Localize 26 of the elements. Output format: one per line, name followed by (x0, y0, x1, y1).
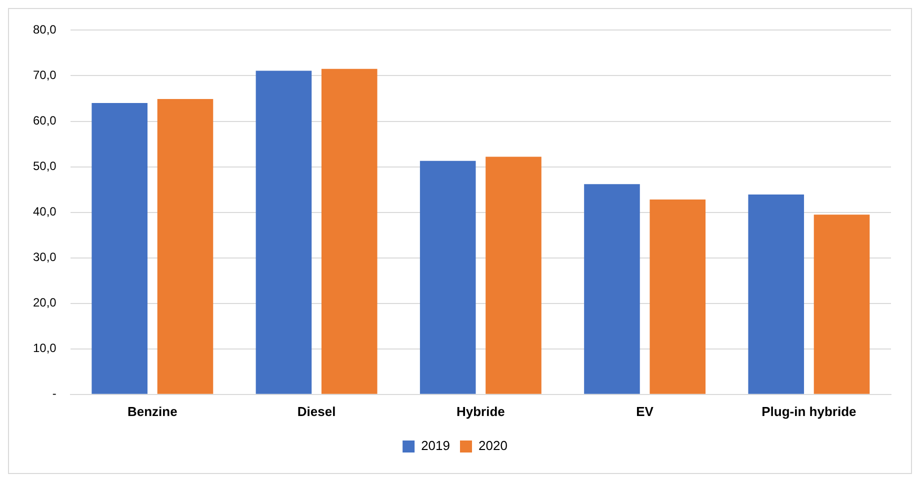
y-tick-label: 20,0 (32, 296, 57, 310)
legend-label: 2019 (421, 438, 450, 454)
bar (748, 194, 804, 394)
y-tick-label: 30,0 (32, 250, 57, 264)
y-tick-label: 60,0 (32, 114, 57, 128)
x-tick-label: EV (636, 404, 654, 419)
x-tick-label: Hybride (456, 404, 505, 419)
y-tick-label: 70,0 (32, 68, 57, 82)
y-tick-label: 10,0 (32, 341, 57, 356)
x-tick-label: Benzine (128, 404, 178, 419)
bar (584, 184, 640, 394)
bar (157, 98, 214, 394)
bar (814, 214, 870, 394)
y-tick-label: 80,0 (32, 22, 57, 37)
bar (92, 103, 148, 394)
y-tick-label: 50,0 (32, 159, 57, 174)
bar (420, 160, 476, 394)
y-tick-label: 40,0 (32, 204, 57, 219)
bar (486, 156, 542, 394)
bar (256, 70, 312, 394)
x-tick-label: Plug-in hybride (762, 404, 856, 419)
y-tick-label: - (52, 386, 56, 401)
x-tick-label: Diesel (297, 404, 336, 419)
bar (650, 200, 706, 394)
bar (321, 68, 378, 394)
legend-label: 2020 (478, 438, 508, 454)
